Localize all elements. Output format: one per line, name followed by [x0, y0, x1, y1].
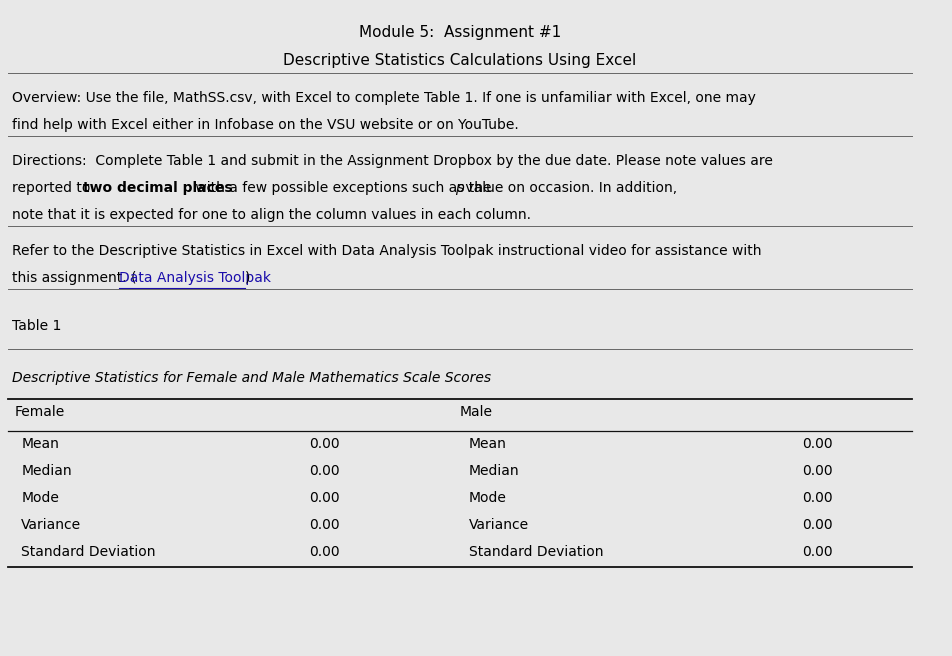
Text: Variance: Variance: [21, 518, 81, 532]
Text: Standard Deviation: Standard Deviation: [468, 545, 603, 559]
Text: two decimal places: two decimal places: [84, 181, 233, 195]
Text: value on occasion. In addition,: value on occasion. In addition,: [461, 181, 677, 195]
Text: ): ): [246, 271, 250, 285]
Text: 0.00: 0.00: [309, 491, 340, 505]
Text: Female: Female: [14, 405, 65, 419]
Text: Overview: Use the file, MathSS.csv, with Excel to complete Table 1. If one is un: Overview: Use the file, MathSS.csv, with…: [11, 91, 756, 105]
Text: Directions:  Complete Table 1 and submit in the Assignment Dropbox by the due da: Directions: Complete Table 1 and submit …: [11, 154, 772, 168]
Text: Mode: Mode: [468, 491, 506, 505]
Text: this assignment. (: this assignment. (: [11, 271, 136, 285]
Text: 0.00: 0.00: [309, 437, 340, 451]
Text: Median: Median: [21, 464, 72, 478]
Text: Mode: Mode: [21, 491, 59, 505]
Text: Male: Male: [460, 405, 493, 419]
Text: Module 5:  Assignment #1: Module 5: Assignment #1: [359, 25, 561, 40]
Text: 0.00: 0.00: [802, 518, 832, 532]
Text: 0.00: 0.00: [309, 518, 340, 532]
Text: Descriptive Statistics for Female and Male Mathematics Scale Scores: Descriptive Statistics for Female and Ma…: [11, 371, 490, 385]
Text: Data Analysis Toolpak: Data Analysis Toolpak: [119, 271, 271, 285]
Text: Median: Median: [468, 464, 519, 478]
Text: 0.00: 0.00: [309, 545, 340, 559]
Text: Refer to the Descriptive Statistics in Excel with Data Analysis Toolpak instruct: Refer to the Descriptive Statistics in E…: [11, 244, 761, 258]
Text: Descriptive Statistics Calculations Using Excel: Descriptive Statistics Calculations Usin…: [283, 53, 637, 68]
Text: 0.00: 0.00: [802, 464, 832, 478]
Text: Mean: Mean: [468, 437, 506, 451]
Text: 0.00: 0.00: [802, 545, 832, 559]
Text: 0.00: 0.00: [802, 437, 832, 451]
Text: Table 1: Table 1: [11, 319, 61, 333]
Text: reported to: reported to: [11, 181, 94, 195]
Text: with a few possible exceptions such as the: with a few possible exceptions such as t…: [191, 181, 496, 195]
Text: note that it is expected for one to align the column values in each column.: note that it is expected for one to alig…: [11, 208, 530, 222]
Text: p: p: [455, 181, 464, 195]
Text: find help with Excel either in Infobase on the VSU website or on YouTube.: find help with Excel either in Infobase …: [11, 118, 518, 132]
Text: 0.00: 0.00: [309, 464, 340, 478]
Text: 0.00: 0.00: [802, 491, 832, 505]
Text: Variance: Variance: [468, 518, 528, 532]
Text: Mean: Mean: [21, 437, 59, 451]
Text: Standard Deviation: Standard Deviation: [21, 545, 156, 559]
